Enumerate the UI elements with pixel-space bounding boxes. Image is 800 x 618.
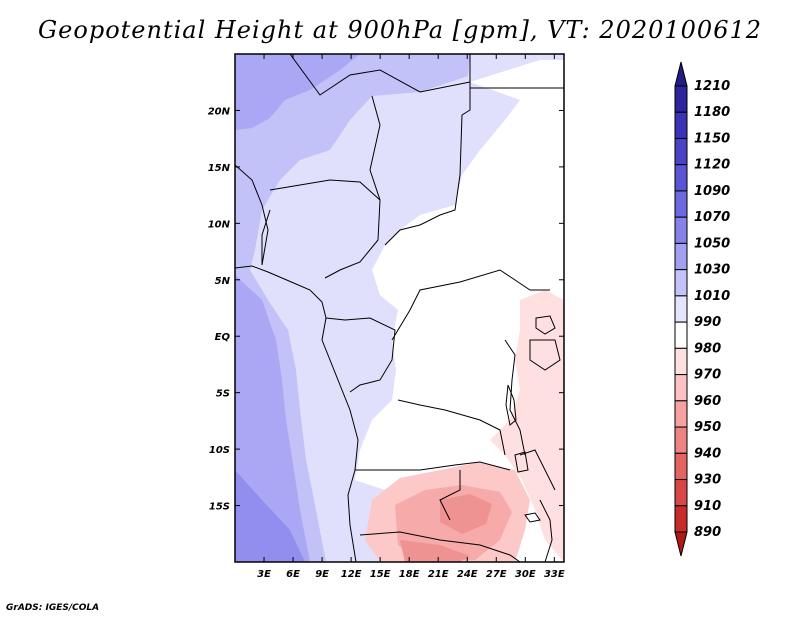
colorbar-label: 980 — [694, 341, 721, 356]
colorbar-segment — [674, 242, 688, 271]
lat-tick-label: 20N — [208, 106, 231, 117]
field-980-east — [490, 290, 564, 562]
colorbar-segment — [674, 347, 688, 376]
colorbar-label: 1210 — [694, 79, 730, 94]
colorbar-label: 960 — [694, 394, 721, 409]
map-frame — [234, 53, 565, 563]
colorbar-label: 890 — [694, 525, 721, 540]
lat-tick-label: 5N — [215, 276, 231, 287]
colorbar-segment — [674, 216, 688, 244]
colorbar-segment — [674, 426, 688, 454]
lat-axis: 20N 15N 10N 5N EQ 5S 10S 15S — [208, 106, 564, 513]
colorbar-label: 970 — [694, 368, 721, 383]
colorbar-segment — [674, 295, 688, 323]
lon-tick-label: 24E — [457, 569, 478, 580]
lon-tick-label: 6E — [286, 569, 300, 580]
chart-title: Geopotential Height at 900hPa [gpm], VT:… — [38, 16, 762, 44]
colorbar-top-arrow — [674, 61, 688, 87]
lon-tick-label: 27E — [486, 569, 507, 580]
field-1050-west — [235, 275, 310, 562]
colorbar-segment — [674, 321, 688, 349]
lon-tick-label: 9E — [315, 569, 329, 580]
colorbar-label: 910 — [694, 499, 721, 514]
lon-tick-label: 15E — [370, 569, 391, 580]
lon-axis: 3E 6E 9E 12E 15E 18E 21E 24E 27E 30E 33E — [257, 54, 565, 580]
lat-tick-label: 5S — [216, 389, 230, 400]
field-1070-corner — [235, 470, 305, 562]
height-field — [235, 54, 564, 562]
lon-tick-label: 33E — [544, 569, 565, 580]
lat-tick-label: 10S — [209, 445, 230, 456]
colorbar-label: 1010 — [694, 289, 730, 304]
colorbar-segment — [674, 505, 688, 533]
field-1030-1050 — [235, 54, 470, 562]
colorbar-label: 1070 — [694, 210, 730, 225]
lon-tick-label: 30E — [515, 569, 536, 580]
colorbar-label: 1030 — [694, 263, 730, 278]
field-950-inner — [440, 494, 492, 534]
lon-tick-label: 12E — [341, 569, 362, 580]
colorbar-label: 1090 — [694, 184, 730, 199]
lon-tick-label: 18E — [399, 569, 420, 580]
colorbar-segment — [674, 137, 688, 166]
colorbar-segment — [674, 479, 688, 507]
map-borders — [235, 54, 564, 562]
colorbar-label: 1180 — [694, 105, 730, 120]
colorbar-label: 1050 — [694, 236, 730, 251]
colorbar-segment — [674, 164, 688, 192]
colorbar: 1210 1180 1150 1120 1090 1070 1050 1030 1010 990 9… — [674, 61, 730, 557]
grads-credit: GrADS: IGES/COLA — [6, 603, 100, 613]
colorbar-segment — [674, 452, 688, 481]
colorbar-bottom-arrow — [674, 531, 688, 557]
colorbar-segment — [674, 85, 688, 113]
lat-tick-label: 15N — [208, 163, 231, 174]
colorbar-label: 990 — [694, 315, 721, 330]
lat-tick-label: 15S — [209, 502, 230, 513]
lat-tick-label: 10N — [208, 219, 231, 230]
colorbar-label: 1120 — [694, 158, 730, 173]
colorbar-segment — [674, 269, 688, 297]
lon-tick-label: 3E — [257, 569, 271, 580]
colorbar-label: 930 — [694, 473, 721, 488]
colorbar-label: 950 — [694, 420, 721, 435]
lakes — [505, 315, 556, 523]
lat-tick-label: EQ — [215, 332, 231, 343]
colorbar-label: 1150 — [694, 131, 730, 146]
lon-tick-label: 21E — [428, 569, 449, 580]
colorbar-segment — [674, 374, 688, 402]
colorbar-segment — [674, 190, 688, 218]
colorbar-label: 940 — [694, 446, 721, 461]
field-950-south — [400, 540, 470, 562]
colorbar-segment — [674, 400, 688, 428]
colorbar-segment — [674, 111, 688, 139]
field-1050-north — [235, 54, 360, 130]
